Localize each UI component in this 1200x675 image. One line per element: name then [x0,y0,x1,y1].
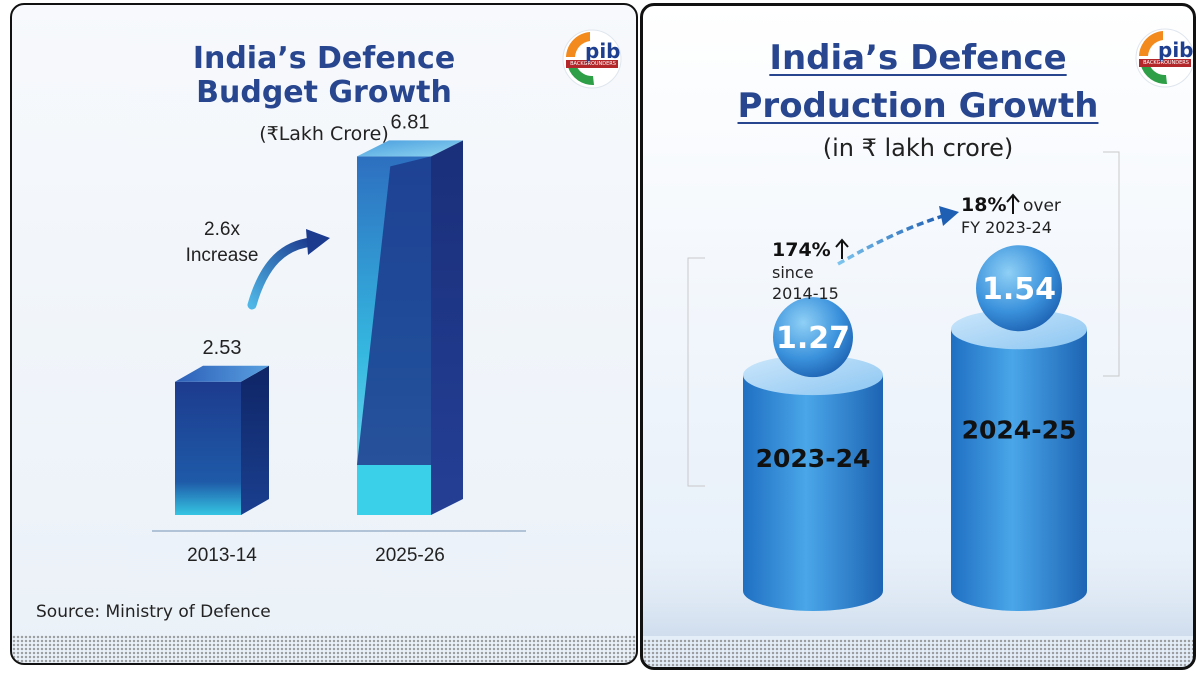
category-label-2023-24: 2023-24 [756,444,871,473]
dotted-footer [12,635,636,663]
growth-arrow-icon [837,214,944,266]
production-cylinder-chart: 1.27 2023-24 1.54 2024-25 174% since 2014-1… [643,151,1193,636]
production-chart-title-line1: India’s Defence [769,38,1067,78]
up-arrow-icon [835,238,849,259]
growth-arrow-head-icon [306,229,330,255]
cylinder-2024-25: 1.54 2024-25 [951,245,1087,611]
production-chart-title-line2: Production Growth [737,86,1099,126]
bracket-left [687,257,705,487]
bar-top-2025-26 [357,140,463,157]
increase-annotation-label: Increase [186,245,259,266]
budget-chart-subtitle: (₹Lakh Crore) [259,123,389,145]
growth-18-baseyear: FY 2023-24 [961,218,1052,237]
pib-logo-ribbon: BACKGROUNDERS [1143,60,1189,66]
value-sphere-2024-25 [976,245,1062,332]
bar-value-label-2025-26: 6.81 [391,111,430,133]
growth-18-value: 18% [961,194,1006,216]
pib-logo-text: pib [585,39,621,63]
category-label-2025-26: 2025-26 [375,545,445,566]
increase-annotation-value: 2.6x [204,219,240,240]
growth-174-since: since [772,263,814,282]
bar-base-2025-26 [357,465,431,515]
growth-174-value: 174% [772,239,831,261]
floor-shade [643,546,1193,636]
budget-growth-panel: India’s Defence Budget Growth (₹Lakh Cro… [10,3,638,665]
value-label-2023-24: 1.27 [776,321,850,356]
pib-logo-icon [1135,28,1193,88]
cylinder-2023-24: 1.27 2023-24 [743,297,883,611]
cylinder-body-2023-24 [743,375,883,611]
bracket-right [1103,151,1120,377]
category-label-2013-14: 2013-14 [187,545,257,566]
pib-logo-icon [562,29,622,89]
pib-logo-ribbon: BACKGROUNDERS [570,61,616,67]
bar-shade-2025-26 [357,156,431,465]
bar-value-label-2013-14: 2.53 [203,337,242,359]
bar-front-2013-14 [175,381,241,515]
dotted-footer [643,639,1193,667]
category-label-2024-25: 2024-25 [962,416,1077,445]
production-chart-subtitle: (in ₹ lakh crore) [822,134,1014,162]
budget-chart-title-line1: India’s Defence [192,41,456,76]
bar-top-2013-14 [175,365,269,382]
budget-bar-chart: 2.53 2013-14 6.81 2025-26 2.6x Increase [152,111,526,566]
value-sphere-2023-24 [773,297,853,378]
value-label-2024-25: 1.54 [982,272,1056,307]
bar-side-2025-26 [431,140,463,515]
cylinder-body-2024-25 [951,329,1087,611]
growth-arrow-head-icon [939,206,959,226]
bar-side-2013-14 [241,365,269,515]
growth-174-year: 2014-15 [772,284,839,303]
growth-arrow-icon [247,237,317,310]
budget-chart-title-line2: Budget Growth [196,75,452,110]
up-arrow-icon [1006,193,1020,214]
pib-logo-text: pib [1158,38,1194,62]
bar-2013-14: 2.53 2013-14 [175,337,269,566]
source-note: Source: Ministry of Defence [36,602,271,622]
bar-2025-26: 6.81 2025-26 [357,111,463,566]
production-growth-panel: India’s Defence Production Growth (in ₹ … [640,3,1196,670]
growth-18-over: over [1023,196,1061,216]
